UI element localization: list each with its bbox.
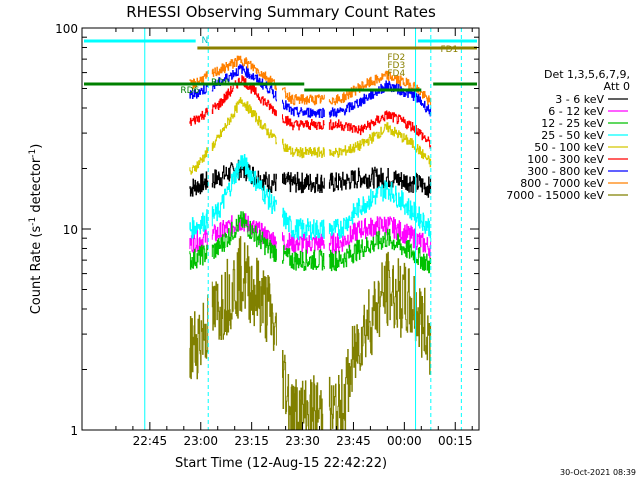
series-segment xyxy=(282,171,325,194)
series-segment xyxy=(189,71,209,89)
series-segment xyxy=(282,87,325,106)
x-tick-label: 00:15 xyxy=(438,434,473,448)
series-segment xyxy=(328,228,432,274)
series-segment xyxy=(211,236,277,351)
x-tick-label: 23:15 xyxy=(234,434,269,448)
series-segment xyxy=(328,251,432,431)
fd-label: FD3 xyxy=(387,61,405,71)
legend-entry-label: 100 - 300 keV xyxy=(527,153,604,166)
legend-entry-label: 6 - 12 keV xyxy=(548,105,604,118)
series-segment xyxy=(282,245,325,271)
plot-timestamp: 30-Oct-2021 08:39 xyxy=(560,468,636,477)
fd-label: FD1 xyxy=(440,45,458,55)
series-segment xyxy=(282,114,325,131)
series-line xyxy=(189,97,432,175)
series-segment xyxy=(328,180,432,240)
series-segment xyxy=(328,216,432,259)
y-axis-label-sup1: -1 xyxy=(28,217,38,226)
series-segment xyxy=(282,232,325,254)
saa-label: N xyxy=(201,36,208,46)
series-segment xyxy=(282,99,325,119)
x-tick-label: 23:45 xyxy=(336,434,371,448)
y-axis-label-part3: ) xyxy=(29,144,44,149)
rd-label: RD6 xyxy=(180,86,199,96)
legend-entry-label: 12 - 25 keV xyxy=(541,117,604,130)
series-line xyxy=(189,55,432,106)
series-segment xyxy=(328,166,432,198)
legend-header-line2: Att 0 xyxy=(604,80,630,93)
series-line xyxy=(189,157,432,198)
series-segment xyxy=(189,294,209,380)
y-axis-label-part2: detector xyxy=(29,157,44,217)
series-segment xyxy=(211,211,277,262)
legend-header-line1: Det 1,3,5,6,7,9, xyxy=(544,68,630,81)
legend-entry-label: 300 - 800 keV xyxy=(527,165,604,178)
series-segment xyxy=(211,154,277,227)
series-segment xyxy=(211,75,277,117)
series-segment xyxy=(211,97,277,151)
series-line xyxy=(189,211,432,274)
series-segment xyxy=(189,147,209,175)
series-segment xyxy=(211,64,277,102)
fd-label: FD2 xyxy=(387,53,405,63)
fd-label: FD4 xyxy=(387,69,405,79)
y-axis-label: Count Rate (s-1 detector-1) xyxy=(28,144,44,315)
legend-entry-label: 25 - 50 keV xyxy=(541,129,604,142)
series-line xyxy=(189,75,432,149)
legend-entry-label: 3 - 6 keV xyxy=(555,93,604,106)
series-segment xyxy=(282,207,325,240)
y-tick-label: 10 xyxy=(63,223,78,237)
series-segment xyxy=(189,171,209,197)
x-tick-label: 23:00 xyxy=(183,434,218,448)
y-tick-label: 100 xyxy=(55,22,78,36)
series-segment xyxy=(328,122,432,168)
series-segment xyxy=(189,84,209,99)
x-axis-label: Start Time (12-Aug-15 22:42:22) xyxy=(175,456,387,471)
x-tick-label: 23:30 xyxy=(285,434,320,448)
y-tick-label: 1 xyxy=(70,424,78,438)
x-tick-label: 22:45 xyxy=(133,434,168,448)
y-axis-label-sup2: -1 xyxy=(28,149,38,158)
series-segment xyxy=(211,157,277,193)
legend-entry-label: 800 - 7000 keV xyxy=(520,177,604,190)
series-segment xyxy=(328,70,432,106)
series-segment xyxy=(189,244,209,270)
y-axis-label-part1: Count Rate (s xyxy=(29,226,44,315)
legend-entry-label: 7000 - 15000 keV xyxy=(506,189,604,202)
x-tick-label: 00:00 xyxy=(387,434,422,448)
series-segment xyxy=(328,110,432,149)
axis-layer: 22:45 23:00 23:15 23:30 23:45 00:00 00:15 1 10 10… xyxy=(55,22,479,448)
series-line xyxy=(189,154,432,240)
series-segment xyxy=(189,209,209,239)
series-segment xyxy=(189,107,209,126)
chart-title: RHESSI Observing Summary Count Rates xyxy=(126,3,436,21)
series-segment xyxy=(282,138,325,159)
legend-entry-label: 50 - 100 keV xyxy=(534,141,604,154)
rd-label: RD6 xyxy=(211,78,230,88)
series-segment xyxy=(211,55,277,91)
